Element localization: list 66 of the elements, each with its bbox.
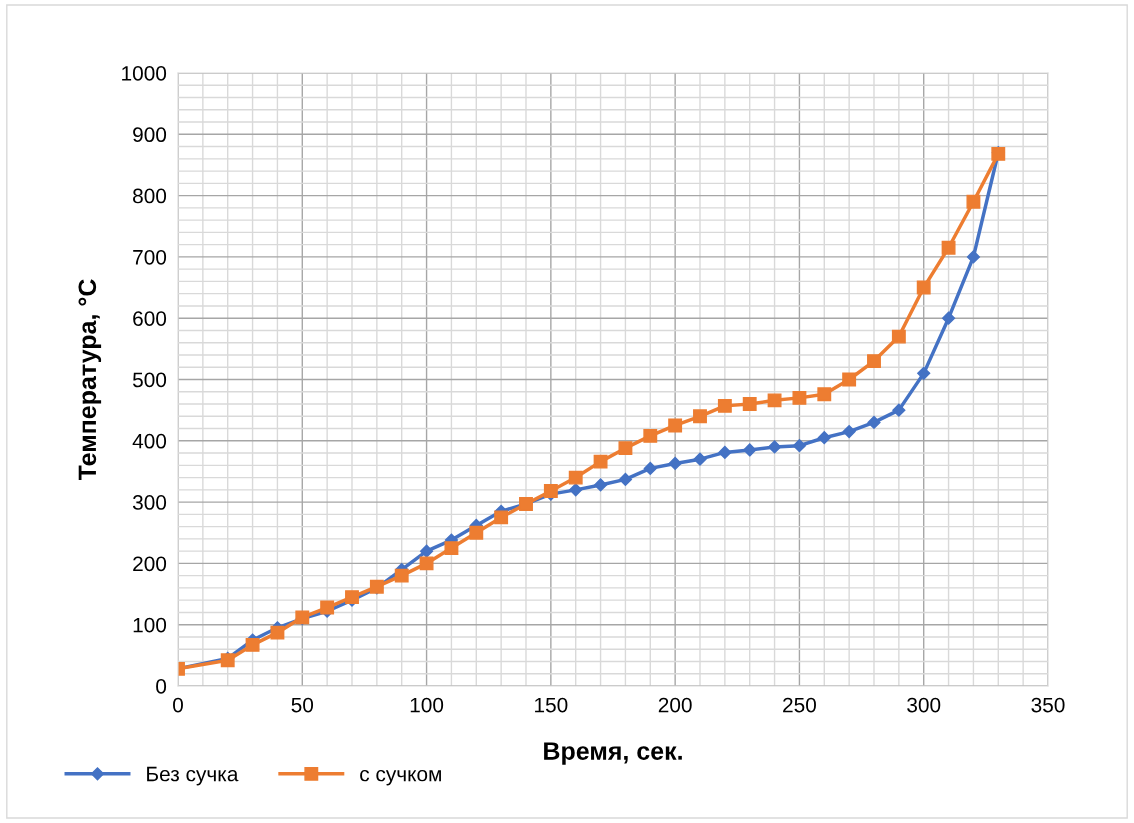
point [245,637,260,652]
point [593,478,608,492]
point [643,428,658,443]
point [917,366,931,380]
legend-label: Без сучка [147,766,239,786]
point [494,510,509,525]
point [892,403,906,417]
x-tick-label: 150 [535,697,568,713]
point [718,445,732,460]
point [966,250,981,264]
y-tick-label: 400 [132,433,167,449]
point [717,398,732,413]
point [742,397,757,411]
point [320,600,335,615]
x-tick-label: 0 [173,697,183,713]
point [817,431,831,445]
legend-label: с сучком [360,769,441,786]
point [668,456,682,471]
y-tick-label: 200 [133,556,167,572]
point [693,409,707,424]
point [643,461,657,475]
point [867,415,881,429]
point [618,472,633,487]
x-tick-label: 100 [410,697,444,713]
point [941,311,956,325]
point [618,441,633,456]
y-tick-label: 700 [133,249,167,265]
y-tick-label: 900 [133,127,167,143]
y-tick-label: 800 [133,188,167,204]
point [767,440,782,454]
x-tick-label: 200 [658,697,692,713]
point [394,568,409,583]
x-axis-title: Время, сек. [544,742,682,765]
point [916,280,931,295]
point [419,556,434,571]
point [568,470,583,485]
point [792,439,807,453]
y-tick-label: 1000 [122,66,167,81]
point [842,425,856,439]
point [593,454,608,469]
x-tick-label: 350 [1031,697,1065,713]
y-tick-label: 500 [132,372,167,388]
point [891,329,906,344]
point [419,544,434,558]
point [842,372,857,387]
x-tick-label: 250 [783,697,816,713]
y-tick-label: 0 [156,679,167,694]
point [693,452,707,466]
point [270,625,285,640]
point [867,354,881,369]
y-axis-title: Температура, °C [78,279,102,481]
x-tick-label: 300 [907,697,941,713]
y-tick-label: 100 [133,617,167,633]
x-tick-label: 50 [291,697,314,713]
point [668,418,683,433]
point [941,240,956,255]
y-tick-label: 600 [133,311,167,326]
point [966,194,981,209]
point [817,387,832,402]
point [569,483,583,497]
point [792,390,807,405]
point [743,443,757,457]
point [444,541,459,556]
point [767,393,782,408]
y-tick-label: 300 [132,495,167,510]
point [469,525,484,540]
